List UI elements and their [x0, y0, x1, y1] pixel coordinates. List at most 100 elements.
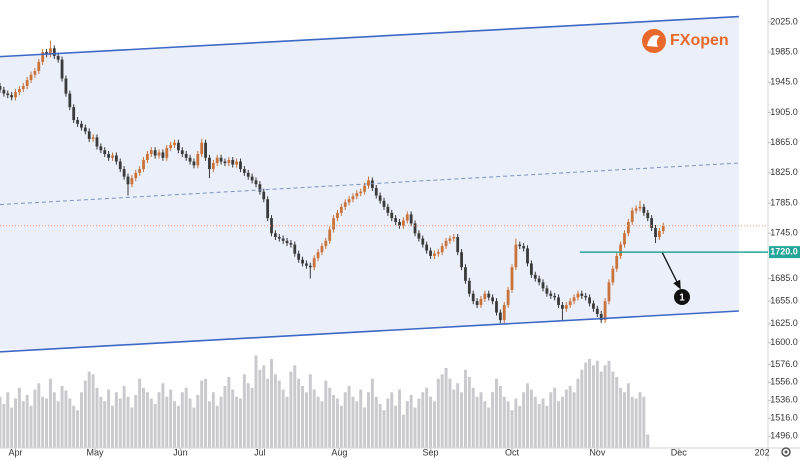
candle-body: [378, 195, 382, 201]
volume-bar: [347, 385, 351, 448]
candle: [134, 169, 138, 182]
candle-body: [192, 161, 196, 166]
candle-body: [308, 265, 312, 268]
candle-body: [533, 274, 537, 279]
volume-bar: [475, 396, 479, 448]
candle-body: [343, 202, 347, 207]
volume-bar: [382, 410, 386, 448]
candle: [273, 230, 277, 241]
volume-bar: [227, 376, 231, 448]
candle: [231, 157, 235, 168]
volume-bar: [514, 398, 518, 448]
volume-bar: [312, 389, 316, 448]
candle-body: [246, 172, 250, 177]
volume-bar: [10, 407, 14, 448]
candle: [607, 279, 611, 305]
candle-body: [390, 212, 394, 219]
candle: [425, 241, 429, 254]
volume-bar: [541, 398, 545, 448]
candle-body: [134, 172, 138, 179]
candle: [615, 252, 619, 272]
candle-body: [76, 120, 79, 124]
candle: [561, 301, 564, 321]
volume-bar: [611, 371, 615, 448]
candle-body: [650, 218, 654, 228]
candle: [14, 89, 17, 101]
candle: [537, 275, 541, 286]
candle: [498, 309, 502, 324]
candle: [642, 203, 646, 216]
candle: [138, 166, 142, 176]
y-tick-label: 1745.0: [770, 228, 798, 238]
volume-bar: [425, 387, 429, 448]
candle-body: [634, 208, 638, 211]
candle: [421, 235, 425, 248]
candle-body: [464, 267, 467, 281]
candle: [359, 188, 363, 197]
candle: [661, 222, 665, 235]
candle-body: [289, 243, 293, 245]
candle: [367, 176, 370, 189]
candle: [114, 152, 118, 165]
candle-body: [363, 185, 367, 192]
volume-bar: [165, 396, 169, 448]
candle: [630, 207, 634, 225]
candle: [157, 149, 161, 159]
candle: [584, 292, 588, 301]
candle-body: [126, 176, 130, 185]
volume-bar: [394, 405, 398, 448]
candle-body: [33, 70, 37, 75]
candle: [204, 139, 207, 161]
candle-body: [227, 160, 231, 164]
candle-body: [467, 280, 471, 294]
candle-body: [29, 74, 33, 81]
candle-body: [0, 86, 2, 90]
candle: [382, 197, 386, 210]
volume-bar: [134, 394, 138, 448]
candle: [448, 235, 452, 244]
candle: [568, 298, 572, 308]
candle-body: [623, 233, 626, 245]
candle: [491, 294, 495, 305]
volume-bar: [588, 358, 592, 448]
volume-bar: [2, 403, 6, 448]
volume-bar: [487, 407, 491, 448]
candle: [95, 134, 99, 150]
candle: [611, 265, 615, 286]
candle-body: [242, 169, 246, 173]
volume-bar: [491, 392, 495, 448]
volume-bar: [176, 405, 180, 448]
candle-body: [149, 150, 153, 154]
y-tick-label: 1785.0: [770, 197, 798, 207]
candle: [270, 215, 273, 237]
candle-body: [111, 155, 114, 158]
candle-body: [177, 142, 180, 151]
candle: [347, 196, 351, 206]
volume-bar: [258, 369, 262, 448]
candle: [339, 203, 343, 216]
candle: [529, 260, 533, 278]
candle: [657, 227, 661, 241]
candle: [436, 249, 440, 257]
candle: [169, 141, 173, 151]
candle: [398, 218, 401, 229]
candle: [2, 86, 6, 97]
candle-body: [281, 238, 285, 241]
y2-tick-label: 1516.0: [770, 413, 798, 423]
candle: [626, 218, 630, 237]
volume-bar: [211, 392, 215, 448]
candle: [173, 139, 176, 148]
candle-body: [68, 93, 72, 108]
candle-body: [161, 152, 165, 158]
candle: [64, 75, 68, 97]
logo-icon-mark: [647, 35, 660, 47]
settings-icon[interactable]: [781, 447, 791, 457]
volume-bar: [463, 369, 467, 448]
candle-body: [487, 293, 491, 298]
volume-bar: [304, 392, 308, 448]
candle-body: [518, 244, 522, 247]
volume-bar: [6, 392, 10, 448]
candle-body: [452, 237, 456, 239]
candle-body: [444, 240, 448, 247]
candle: [336, 209, 339, 222]
